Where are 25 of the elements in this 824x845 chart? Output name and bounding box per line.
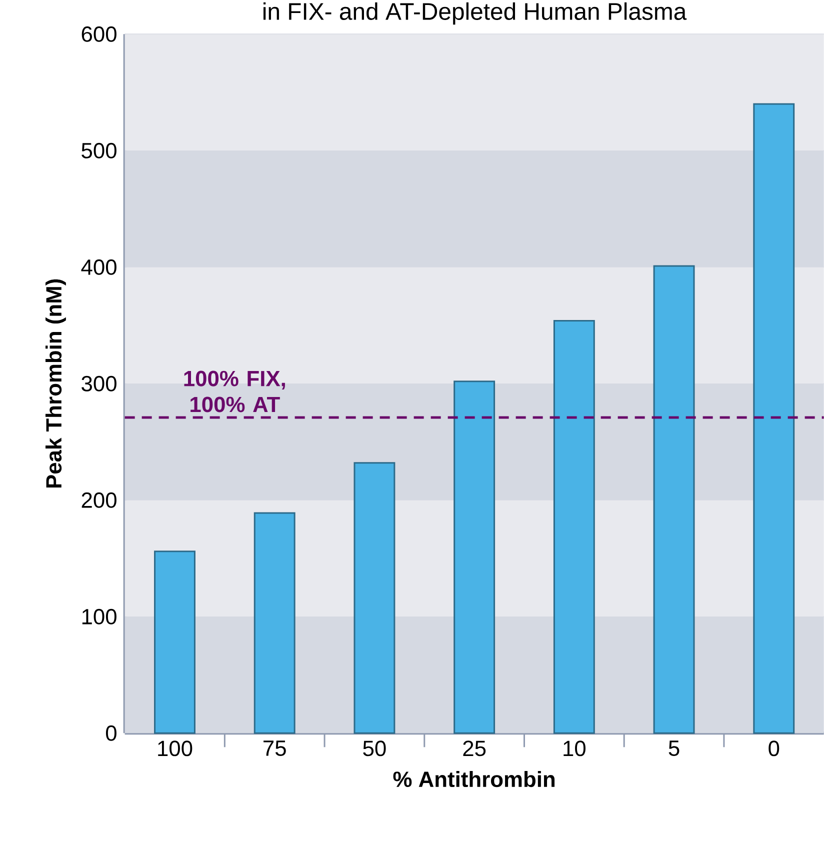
x-tick-label: 5	[668, 740, 680, 756]
x-tick-label: 10	[564, 740, 586, 756]
x-axis-title: % Antithrombin	[393, 770, 555, 788]
y-tick-label: 600	[82, 26, 116, 42]
y-tick-label: 400	[81, 259, 116, 275]
y-tick-label: 0	[106, 725, 116, 741]
bar	[454, 380, 496, 734]
y-tick-label: 500	[82, 142, 116, 158]
bar	[354, 462, 396, 734]
x-tick-label: 0	[768, 740, 780, 756]
x-tick-label: 75	[264, 740, 286, 756]
bar	[653, 265, 695, 734]
y-axis-title: Peak Thrombin (nM)	[45, 279, 66, 488]
y-tick-label: 100	[82, 608, 116, 624]
ref-line-label: 100% FIX, 100% AT	[184, 370, 285, 412]
y-tick-label: 300	[82, 376, 116, 392]
x-tick-label: 100	[158, 740, 192, 756]
bar	[154, 550, 196, 734]
chart-title: in FIX- and AT-Depleted Human Plasma	[264, 2, 687, 25]
x-tick-label: 50	[363, 740, 386, 756]
bar	[553, 320, 595, 734]
bar	[254, 512, 296, 734]
x-tick-label: 25	[463, 740, 486, 756]
y-tick-label: 200	[82, 492, 116, 508]
bar	[753, 103, 795, 734]
